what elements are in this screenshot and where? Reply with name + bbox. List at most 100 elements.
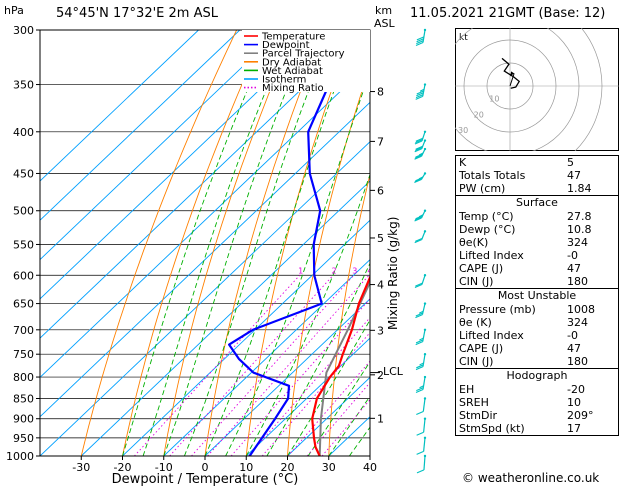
hodograph-frame <box>455 28 619 151</box>
temperature-label: 0 <box>202 461 209 474</box>
wind-barb <box>414 172 427 184</box>
wind-barb <box>414 139 427 153</box>
wind-barb-flag <box>414 155 422 160</box>
wind-barb-flag <box>416 90 424 95</box>
mixing-ratio-label: 8 <box>406 266 411 275</box>
wind-barb-flag <box>414 179 422 184</box>
wind-barb-base <box>423 436 427 440</box>
wind-barb-flag <box>414 284 423 289</box>
wind-barb <box>416 397 427 416</box>
wind-barb-staff <box>421 131 426 142</box>
wind-barb <box>414 209 427 222</box>
km-label: 8 <box>377 86 384 99</box>
mu-row: θe (K) 324 <box>459 316 588 329</box>
wind-barb-staff <box>423 437 426 452</box>
hodograph-ring-label: 10 <box>489 95 499 104</box>
legend-label: Parcel Trajectory <box>262 49 345 60</box>
pressure-label: 350 <box>13 79 34 92</box>
surface-row: θe(K) 324 <box>459 236 588 249</box>
wind-barb-flag <box>414 217 422 222</box>
wind-barb-flag <box>414 140 423 145</box>
surface-title: Surface <box>516 196 558 209</box>
wind-barb-base <box>423 230 427 233</box>
wind-barb-flag <box>415 339 424 344</box>
wind-barb <box>416 417 427 436</box>
wind-barb-flag <box>415 215 423 220</box>
wind-barb-flag <box>414 148 422 153</box>
wind-barb-staff <box>421 140 426 150</box>
dewpoint-profile <box>228 30 347 456</box>
hodograph-ring-label: 30 <box>458 126 468 135</box>
wind-barb-flag <box>416 469 425 474</box>
wind-barb-flag <box>416 38 424 43</box>
profiles-layer <box>228 30 370 456</box>
parcel-trajectory <box>318 279 370 456</box>
wind-barb <box>415 353 427 371</box>
isotherm-line <box>40 101 370 418</box>
station-location: 54°45'N 17°32'E 2m ASL <box>56 6 218 21</box>
surface-row: Temp (°C) 27.8 <box>459 210 592 223</box>
mixing-ratio-line <box>169 274 334 456</box>
wind-barb-staff <box>422 329 426 342</box>
dry-adiabat <box>245 30 355 456</box>
mixing-ratio-line <box>306 381 370 456</box>
isotherm-line <box>40 62 370 379</box>
wind-barb-staff <box>422 29 426 43</box>
hodograph-unit: kt <box>459 33 468 43</box>
wind-barb <box>414 274 427 289</box>
wind-barb <box>414 230 427 244</box>
axes-layer: 3003504004505005506006507007508008509009… <box>6 24 384 474</box>
storm-motion-arrow <box>510 71 515 77</box>
isotherm-line <box>122 219 370 456</box>
wind-barb-base <box>423 83 427 86</box>
wind-barb-half <box>418 176 424 180</box>
wind-barb-staff <box>420 210 426 219</box>
lcl-label: LCL <box>383 365 404 378</box>
dry-adiabat <box>163 30 296 456</box>
surface-row: CAPE (J) 47 <box>459 262 581 275</box>
km-label: 5 <box>377 232 384 245</box>
pressure-label: 400 <box>13 126 34 139</box>
pressure-label: 550 <box>13 238 34 251</box>
temperature-label: 20 <box>281 461 295 474</box>
mixing-ratio-line <box>191 274 355 456</box>
surface-block: Surface Temp (°C) 27.8 Dewp (°C) 10.8 θe(K… <box>456 195 618 288</box>
wet-adiabat <box>287 318 370 456</box>
wind-barb-flag <box>414 237 423 242</box>
wind-barb-half <box>419 88 425 92</box>
pressure-label: 850 <box>13 392 34 405</box>
copyright: © weatheronline.co.uk <box>462 471 600 485</box>
wind-barb-half <box>418 310 424 314</box>
isotherm-line <box>40 30 241 221</box>
temperature-label: 10 <box>239 461 253 474</box>
hodo-row: StmSpd (kt) 17 <box>459 422 581 435</box>
wind-barb-flag <box>415 95 423 100</box>
wind-barb-base <box>423 417 427 420</box>
wind-barb-half <box>419 385 424 389</box>
wind-barb-flag <box>416 36 425 41</box>
wind-barb-half <box>419 337 424 341</box>
wind-barb-staff <box>421 231 426 240</box>
isotherm-line <box>204 298 370 456</box>
wet-adiabat <box>204 30 358 456</box>
isotherm-line <box>40 30 282 261</box>
wind-barb-flag <box>415 314 423 319</box>
surface-row: Lifted Index -0 <box>459 249 578 262</box>
mixing-ratio-label: 10 <box>416 266 426 275</box>
hodograph-block: Hodograph EH -20 SREH 10 StmDir 209° StmSpd… <box>456 368 618 435</box>
wind-barb-flag <box>414 178 423 183</box>
legend-label: Isotherm <box>262 75 306 86</box>
wind-barb-base <box>423 397 427 400</box>
mixing-ratio-label: 1 <box>298 266 303 275</box>
wind-barb-base <box>423 328 427 331</box>
wind-barb-flag <box>416 92 424 97</box>
mu-row: Pressure (mb) 1008 <box>459 303 595 316</box>
wind-barb-base <box>423 139 427 142</box>
mixing-ratio-line <box>287 360 370 456</box>
index-row-pw: PW (cm) 1.84 <box>459 182 592 195</box>
wind-barb-staff <box>422 84 426 97</box>
wind-barb-staff <box>421 275 426 285</box>
wet-adiabat <box>163 30 312 456</box>
